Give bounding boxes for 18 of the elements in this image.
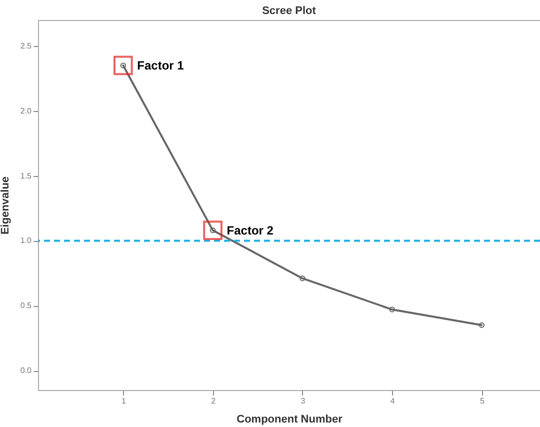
x-tick-label: 3 xyxy=(300,396,306,406)
y-tick-label: 2.5 xyxy=(20,41,32,50)
y-tick-label: 1.0 xyxy=(20,236,32,246)
x-tick-label: 5 xyxy=(480,396,486,406)
y-tick-label: 0.5 xyxy=(20,301,32,310)
point xyxy=(300,276,306,282)
y-tick-label: 1.5 xyxy=(20,171,32,180)
x-tick-label: 1 xyxy=(121,396,126,406)
annotation: Factor 1 xyxy=(137,58,184,72)
annotation: Factor 2 xyxy=(226,223,274,238)
x-tick-label: 2 xyxy=(211,396,216,406)
point xyxy=(389,306,395,312)
y-axis-title: Eigenvalue xyxy=(0,176,12,235)
y-tick-label: 2.0 xyxy=(20,106,32,116)
x-axis-title: Component Number xyxy=(236,414,344,426)
y-tick-label: 0.0 xyxy=(20,366,32,376)
chart-title: Scree Plot xyxy=(262,5,316,17)
x-tick-label: 4 xyxy=(390,396,396,406)
